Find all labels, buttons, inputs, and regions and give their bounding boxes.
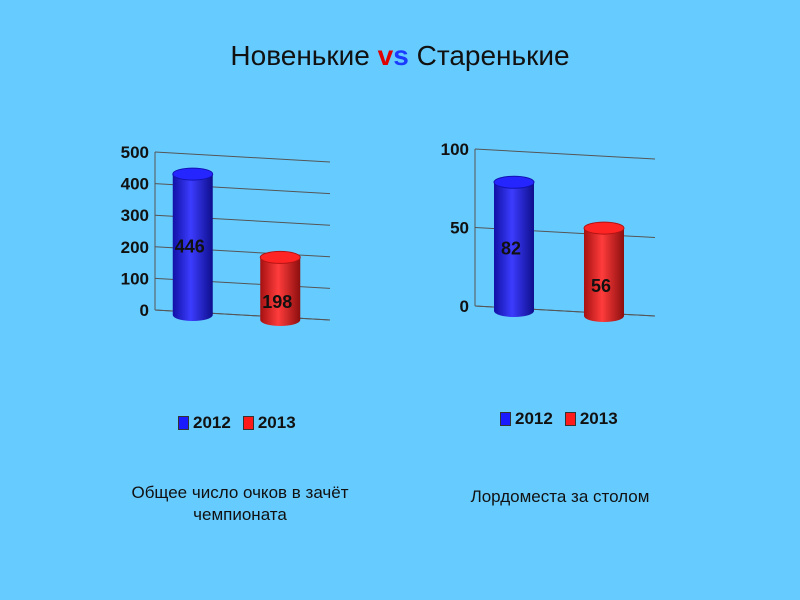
y-tick-label: 0 <box>140 301 149 320</box>
bar-body <box>260 257 301 326</box>
y-tick-label: 200 <box>121 238 149 257</box>
chart-1-caption: Общее число очков в зачёт чемпионата <box>131 483 349 524</box>
data-label: 56 <box>591 276 611 296</box>
title-vs: vs <box>377 40 409 71</box>
y-tick-label: 100 <box>441 140 469 159</box>
bar-top <box>583 221 625 235</box>
bar-body <box>172 174 213 321</box>
gridline-back <box>474 148 656 160</box>
data-label: 198 <box>262 292 292 312</box>
legend-item-2012: 2012 <box>178 413 231 433</box>
bar-top <box>259 250 301 264</box>
data-label: 446 <box>175 237 205 257</box>
bar-2012 <box>493 175 535 317</box>
data-label: 82 <box>501 239 521 259</box>
y-tick-label: 500 <box>121 143 149 162</box>
bar-body <box>494 182 534 317</box>
page-title: Новенькие vs Старенькие <box>0 40 800 72</box>
title-right: Старенькие <box>416 40 570 71</box>
y-tick-label: 0 <box>460 297 469 316</box>
chart-2-caption: Лордоместа за столом <box>470 487 650 506</box>
y-tick-label: 100 <box>121 269 149 288</box>
y-tick-label: 400 <box>121 175 149 194</box>
bar-body <box>584 228 624 322</box>
legend-item-2013: 2013 <box>564 409 618 429</box>
bar-top <box>172 167 214 181</box>
bar-2012 <box>172 167 214 321</box>
bar-top <box>493 175 535 189</box>
bar-2013 <box>583 221 625 322</box>
chart-total-points: 0 100 200 300 400 500 446 198 <box>121 143 331 326</box>
legend-item-2012: 2012 <box>500 409 553 429</box>
y-tick-label: 50 <box>450 219 469 238</box>
chart-lord-places: 0 50 100 82 56 <box>441 140 656 322</box>
legend-item-2013: 2013 <box>242 413 296 433</box>
legend-chart-2: 2012 2013 <box>500 409 618 429</box>
y-tick-label: 300 <box>121 206 149 225</box>
legend-chart-1: 2012 2013 <box>178 413 296 433</box>
bar-2013 <box>259 250 301 326</box>
title-left: Новенькие <box>230 40 370 71</box>
gridline-back <box>154 151 331 163</box>
